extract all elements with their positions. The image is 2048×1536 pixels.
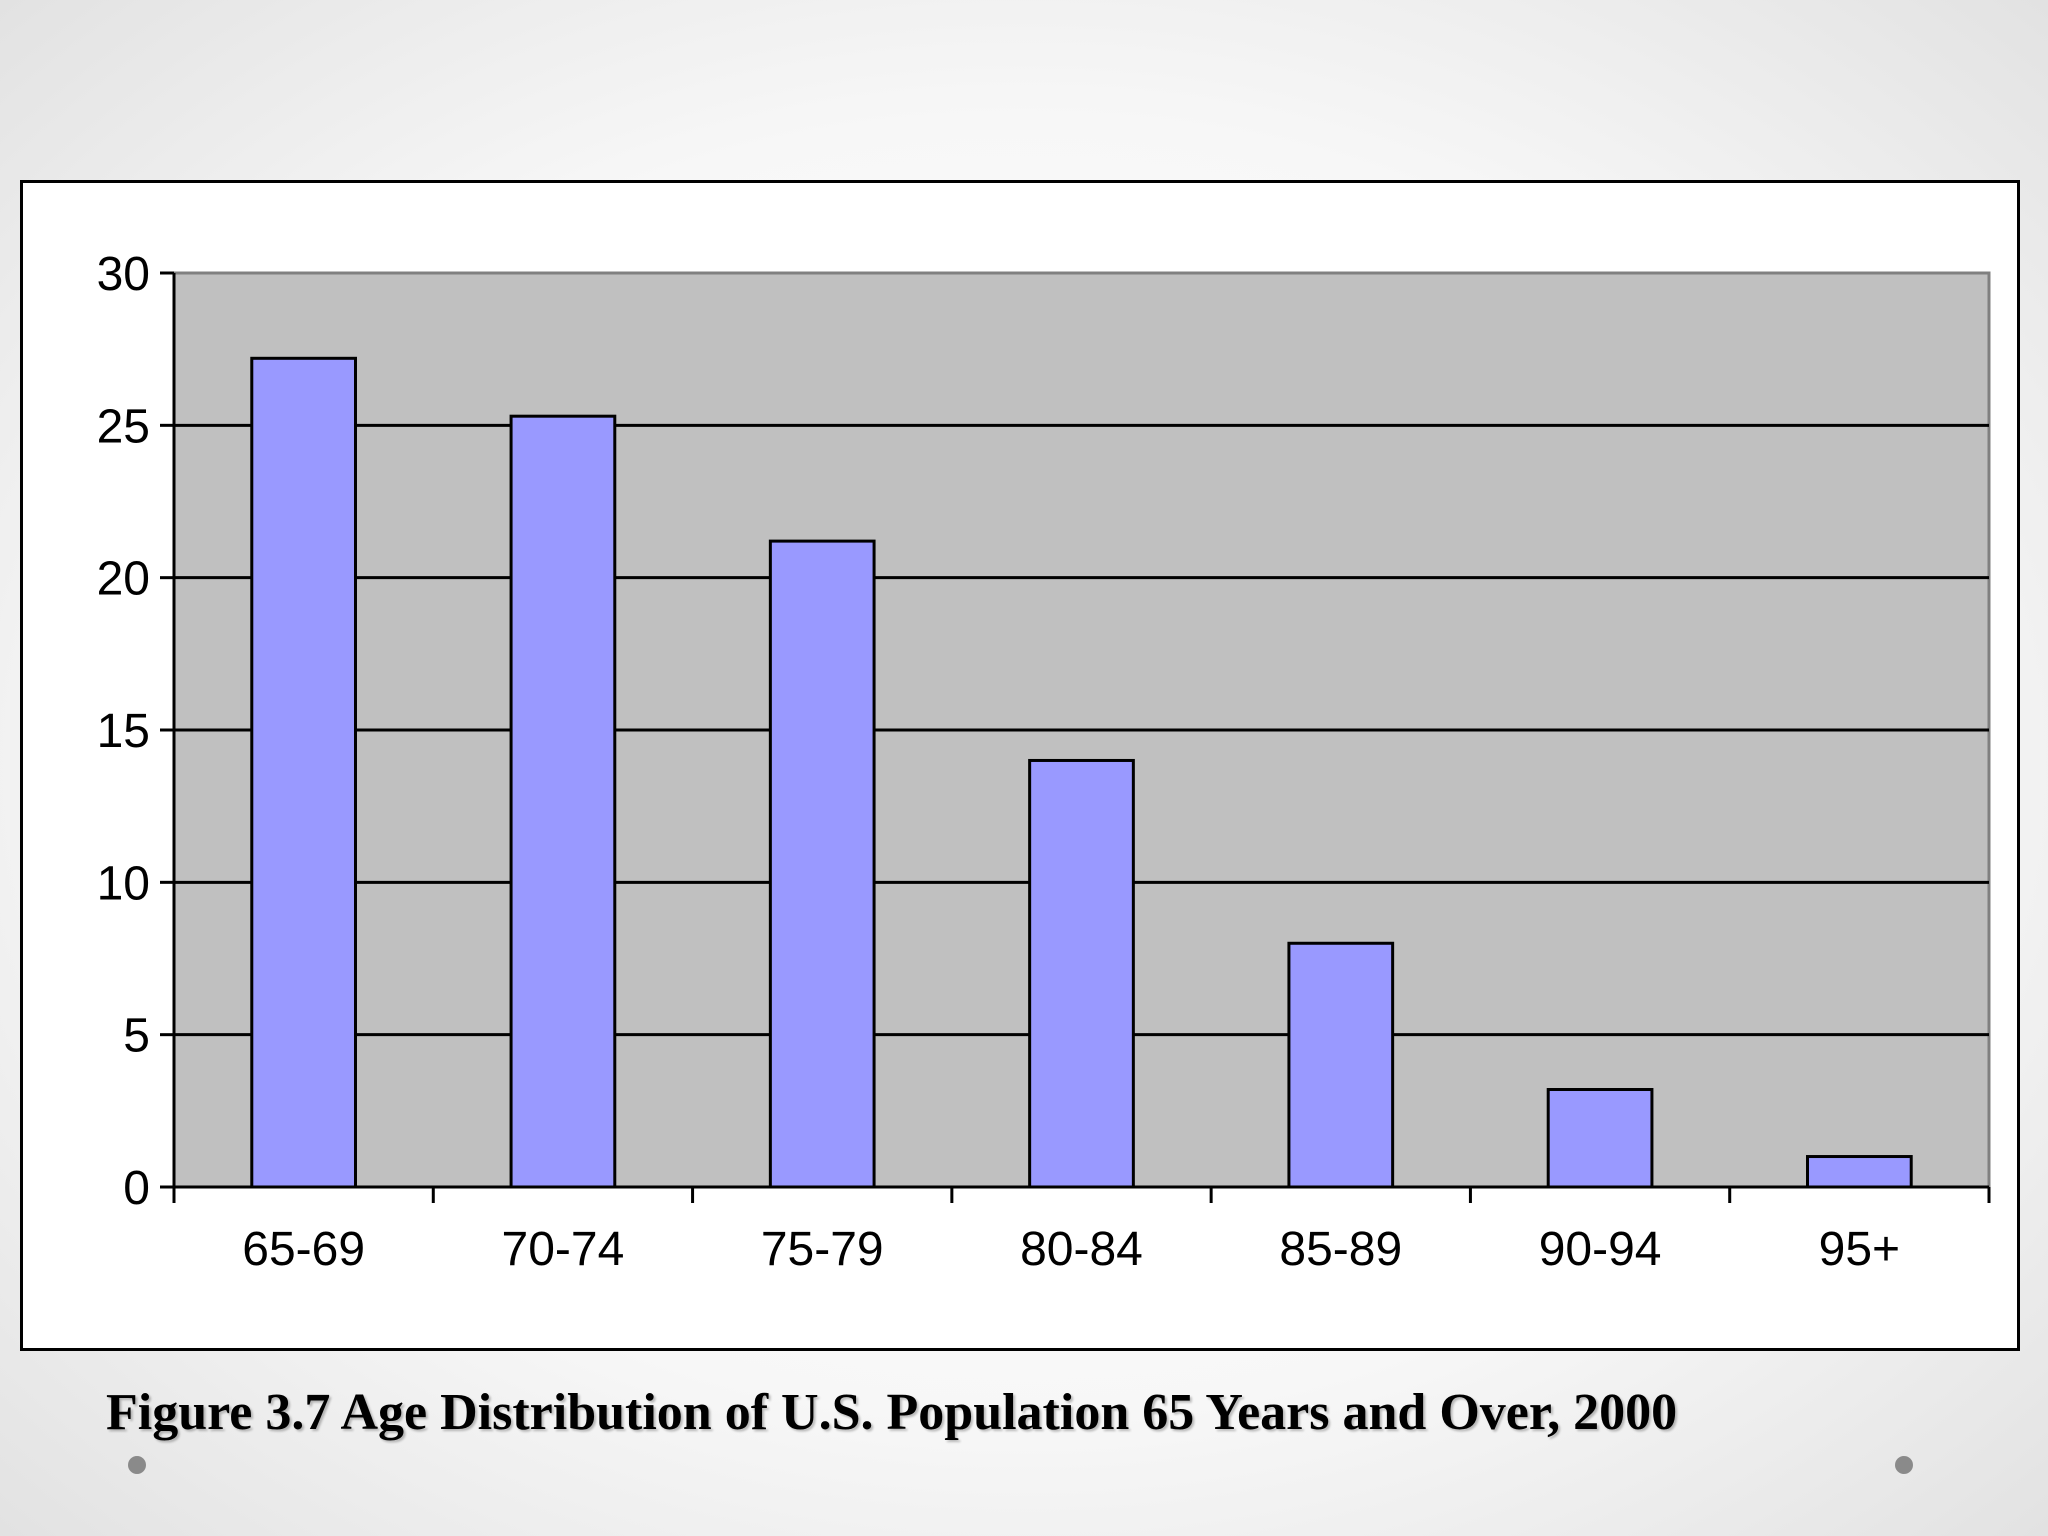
bar-75-79 <box>768 539 876 1189</box>
slide-bullet-right <box>1895 1456 1913 1474</box>
y-axis-tick-label: 0 <box>123 1162 150 1215</box>
y-axis-tick-label: 15 <box>97 705 150 758</box>
bar-chart: 0 5 10 15 20 25 30 65-69 70-74 75-79 80-84 85-89 90… <box>97 248 1991 1276</box>
axes <box>160 271 1991 1203</box>
y-axis-tick-label: 20 <box>97 553 150 606</box>
bar-65-69 <box>250 356 358 1189</box>
chart-frame: 0 5 10 15 20 25 30 65-69 70-74 75-79 80-84 85-89 90… <box>20 180 2020 1351</box>
bar-90-94 <box>1546 1088 1654 1189</box>
bar-70-74 <box>509 414 617 1189</box>
y-axis-tick-label: 30 <box>97 248 150 301</box>
x-axis-tick-label: 70-74 <box>502 1223 625 1276</box>
x-axis-tick-label: 90-94 <box>1539 1223 1662 1276</box>
x-axis-tick-label: 75-79 <box>761 1223 884 1276</box>
x-axis-tick-label: 80-84 <box>1020 1223 1143 1276</box>
bar-95+ <box>1806 1155 1913 1189</box>
y-axis-tick-labels: 0 5 10 15 20 25 30 <box>97 248 150 1215</box>
x-axis-tick-label: 95+ <box>1819 1223 1900 1276</box>
y-axis-tick-label: 5 <box>123 1010 150 1063</box>
bars <box>250 356 1913 1189</box>
x-axis-tick-label: 65-69 <box>242 1223 365 1276</box>
y-axis-tick-label: 10 <box>97 857 150 910</box>
figure-caption: Figure 3.7 Age Distribution of U.S. Popu… <box>106 1384 1678 1441</box>
bar-85-89 <box>1287 941 1395 1189</box>
slide-bullet-left <box>128 1456 146 1474</box>
x-axis-tick-labels: 65-69 70-74 75-79 80-84 85-89 90-94 95+ <box>242 1223 1900 1276</box>
x-axis-tick-label: 85-89 <box>1279 1223 1402 1276</box>
bar-80-84 <box>1028 758 1135 1189</box>
y-axis-tick-label: 25 <box>97 400 150 453</box>
